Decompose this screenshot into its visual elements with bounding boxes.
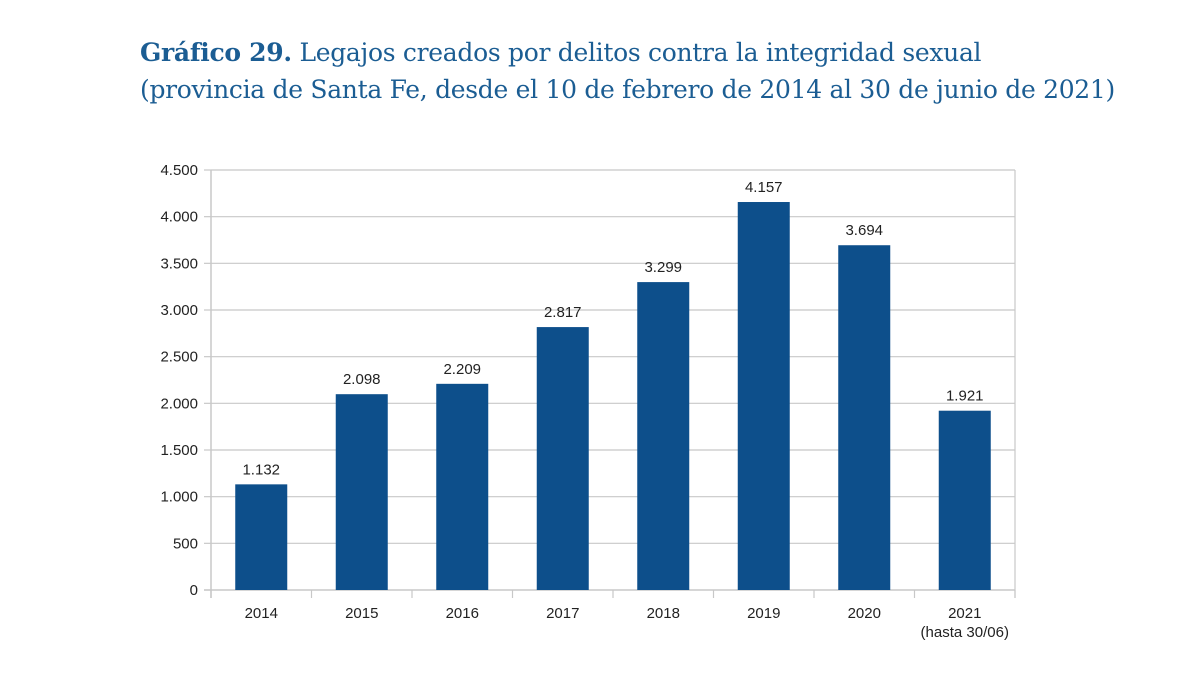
chart-title: Gráfico 29. Legajos creados por delitos … bbox=[140, 34, 1115, 108]
y-tick-label: 0 bbox=[190, 582, 198, 599]
title-line-1: Gráfico 29. Legajos creados por delitos … bbox=[140, 34, 1115, 71]
x-tick-label: 2015 bbox=[345, 605, 378, 622]
data-label: 2.098 bbox=[343, 371, 381, 388]
x-tick-label: 2020 bbox=[848, 605, 881, 622]
data-label: 3.694 bbox=[845, 222, 883, 239]
bar bbox=[838, 245, 891, 590]
data-label: 4.157 bbox=[745, 179, 783, 196]
x-tick-label: 2021 bbox=[948, 605, 981, 622]
title-line-2: (provincia de Santa Fe, desde el 10 de f… bbox=[140, 75, 1115, 104]
x-tick-label: 2014 bbox=[245, 605, 278, 622]
title-text: Legajos creados por delitos contra la in… bbox=[299, 38, 982, 67]
x-tick-label: 2019 bbox=[747, 605, 780, 622]
y-tick-label: 2.500 bbox=[160, 349, 198, 366]
bar bbox=[335, 394, 388, 590]
y-tick-label: 1.000 bbox=[160, 489, 198, 506]
y-tick-label: 3.500 bbox=[160, 255, 198, 272]
y-tick-label: 2.000 bbox=[160, 395, 198, 412]
data-label: 2.817 bbox=[544, 304, 582, 321]
bar bbox=[637, 282, 690, 590]
bar bbox=[436, 383, 489, 590]
x-tick-label: 2017 bbox=[546, 605, 579, 622]
y-tick-label: 3.000 bbox=[160, 302, 198, 319]
x-tick-sublabel: (hasta 30/06) bbox=[921, 624, 1009, 641]
y-tick-label: 1.500 bbox=[160, 442, 198, 459]
title-number: Gráfico 29. bbox=[140, 38, 292, 67]
bar bbox=[536, 327, 589, 590]
data-label: 3.299 bbox=[644, 259, 682, 276]
x-tick-label: 2018 bbox=[647, 605, 680, 622]
y-tick-label: 4.000 bbox=[160, 209, 198, 226]
bar bbox=[938, 410, 991, 590]
data-label: 2.209 bbox=[443, 361, 481, 378]
bar bbox=[737, 202, 790, 590]
y-tick-label: 4.500 bbox=[160, 162, 198, 179]
y-tick-label: 500 bbox=[173, 535, 198, 552]
data-label: 1.921 bbox=[946, 388, 984, 405]
bar bbox=[235, 484, 288, 590]
x-tick-label: 2016 bbox=[446, 605, 479, 622]
data-label: 1.132 bbox=[242, 461, 280, 478]
